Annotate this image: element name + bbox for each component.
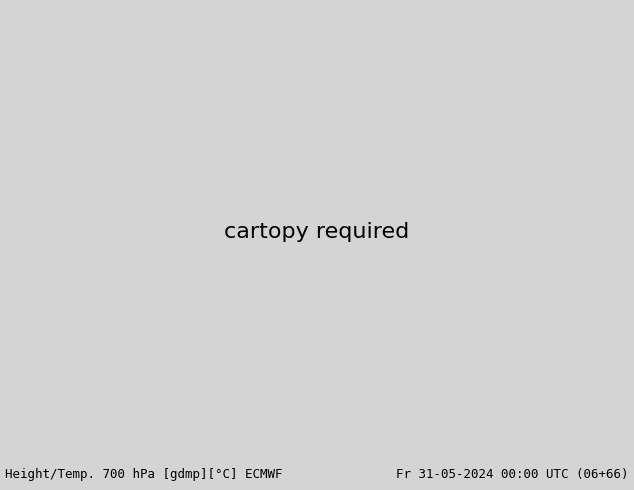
Text: Height/Temp. 700 hPa [gdmp][°C] ECMWF: Height/Temp. 700 hPa [gdmp][°C] ECMWF <box>5 468 283 481</box>
Text: cartopy required: cartopy required <box>224 222 410 243</box>
Text: Fr 31-05-2024 00:00 UTC (06+66): Fr 31-05-2024 00:00 UTC (06+66) <box>396 468 629 481</box>
